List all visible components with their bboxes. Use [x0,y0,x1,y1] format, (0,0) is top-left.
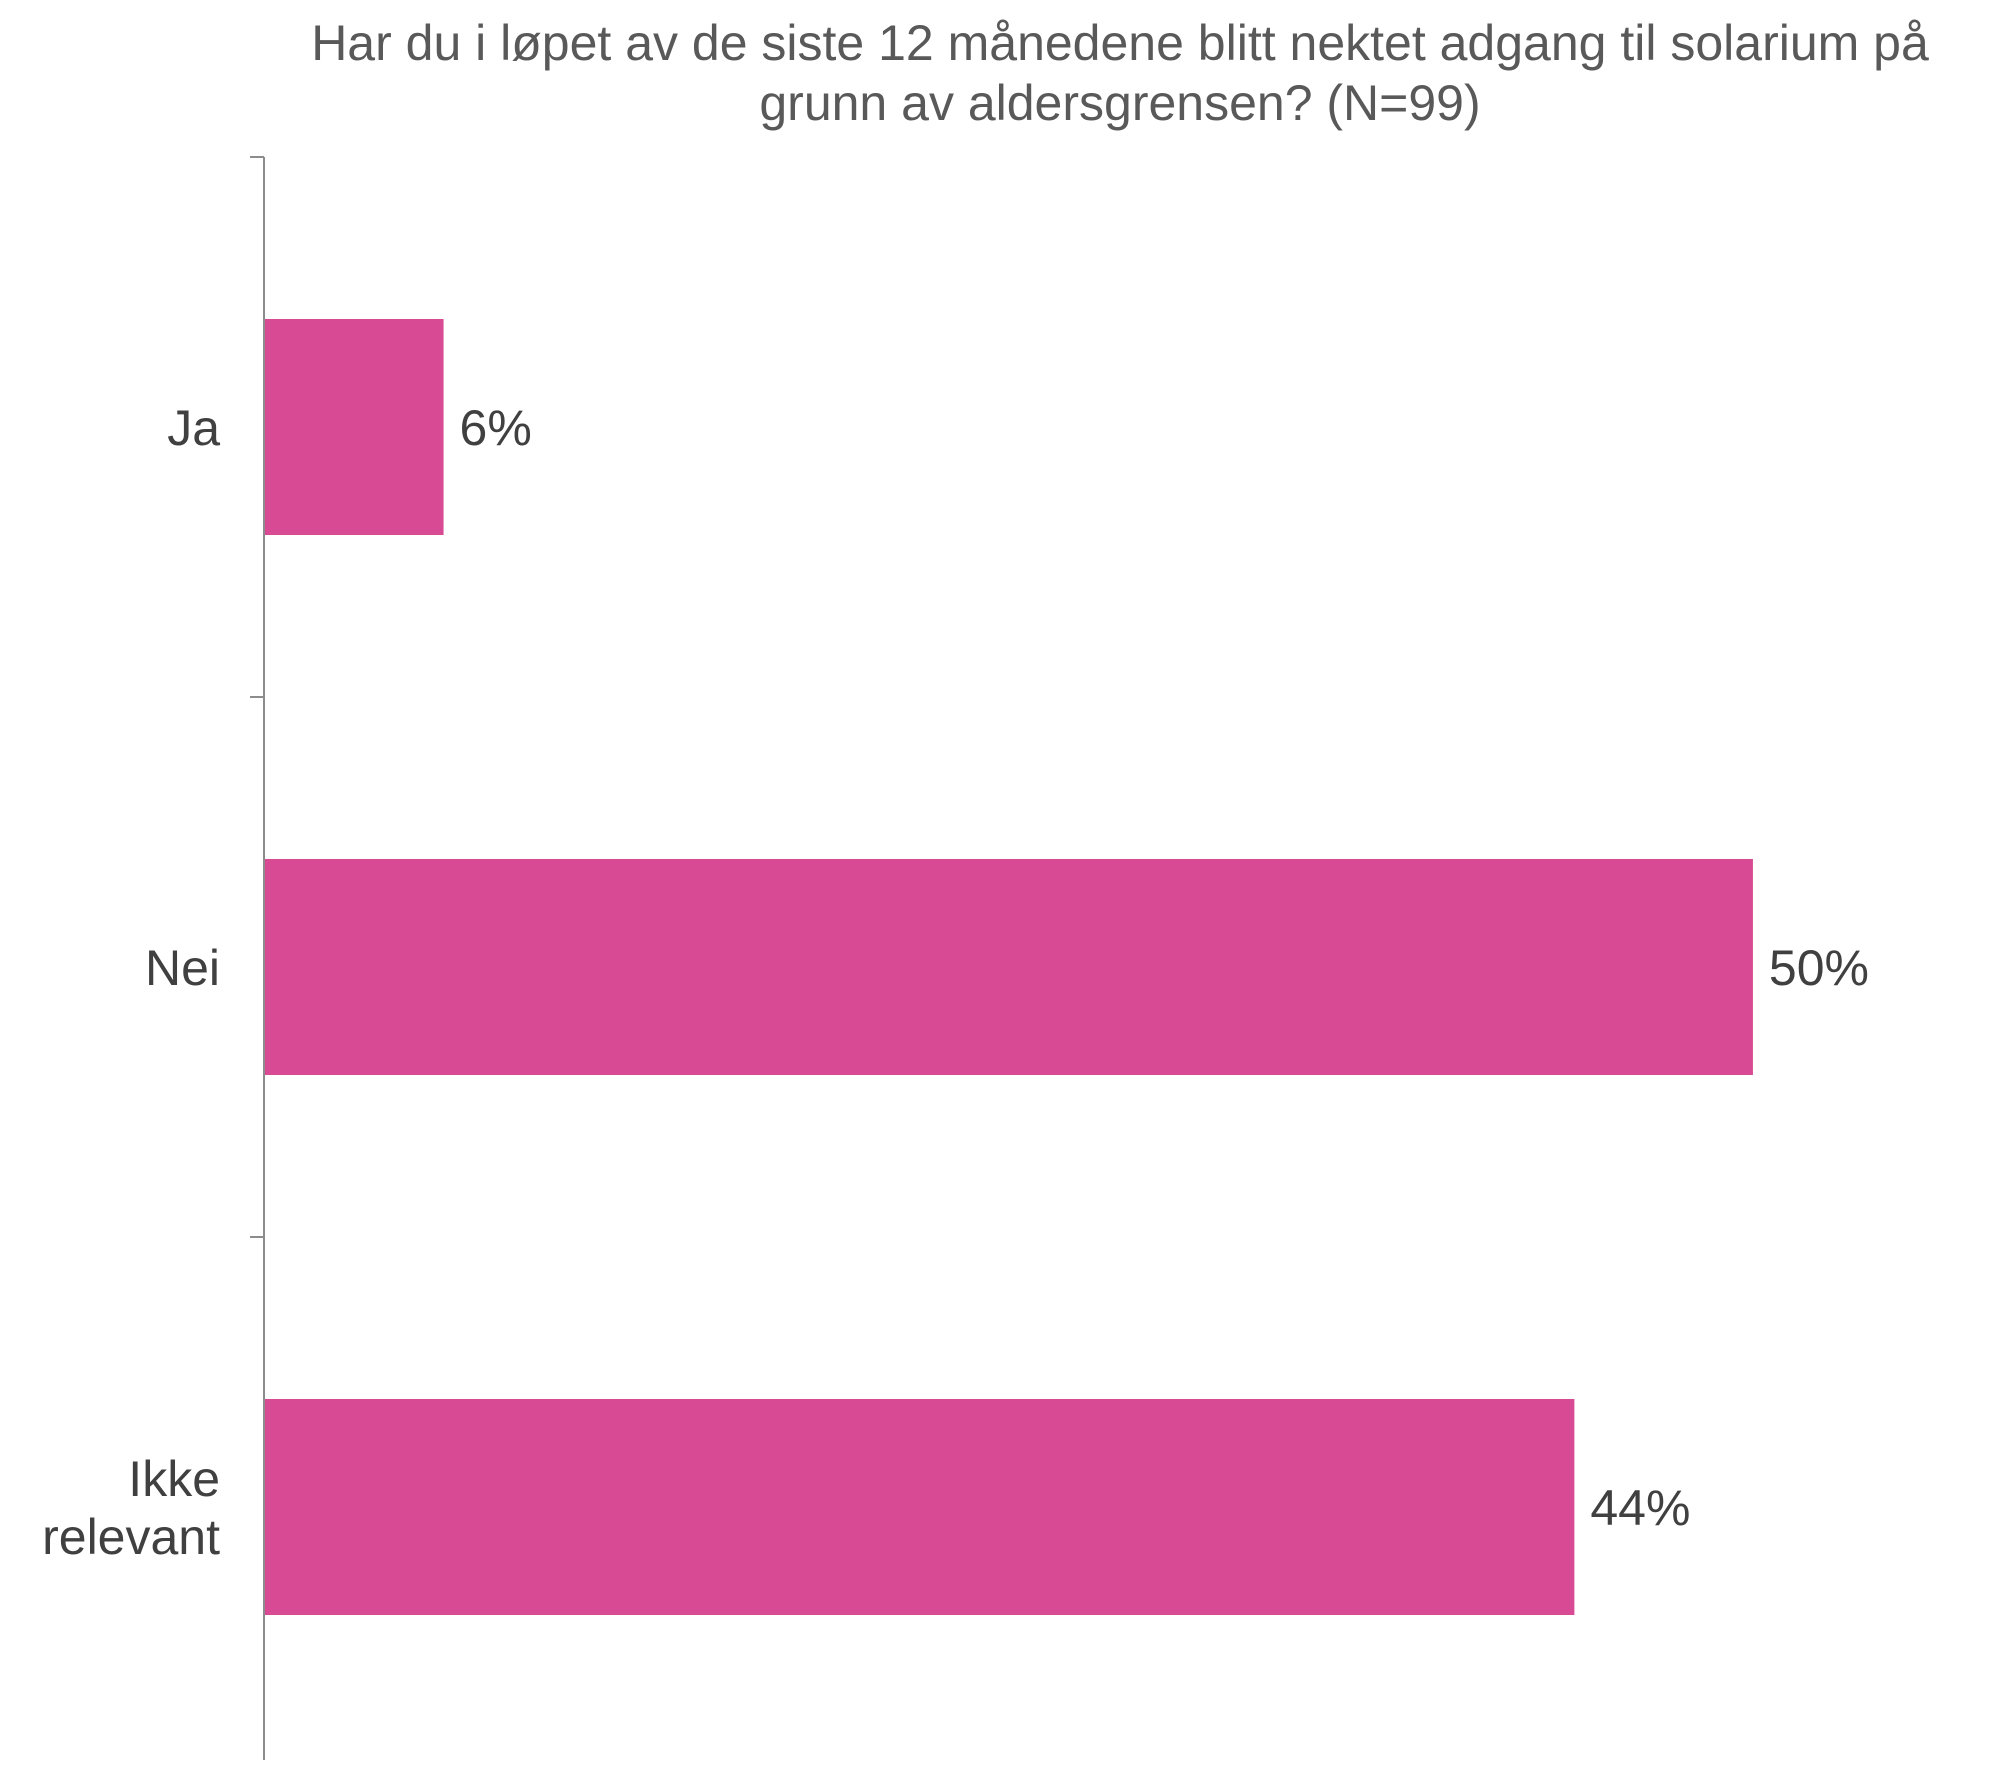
category-label: Ja [167,400,220,456]
value-label: 44% [1590,1480,1690,1536]
chart-title: Har du i løpet av de siste 12 månedene b… [311,15,1929,131]
chart-title-line-1: Har du i løpet av de siste 12 månedene b… [311,15,1929,71]
value-label: 6% [460,400,532,456]
chart-title-line-2: grunn av aldersgrensen? (N=99) [759,75,1480,131]
category-label: Nei [145,940,220,996]
category-label: relevant [42,1509,220,1565]
y-axis [250,156,265,1760]
bar [265,319,444,535]
category-label: Ikke [128,1451,220,1507]
bar [265,1399,1575,1615]
value-labels: 6% 50% 44% [460,400,1869,1536]
bars [265,319,1753,1615]
value-label: 50% [1769,940,1869,996]
bar [265,859,1753,1075]
